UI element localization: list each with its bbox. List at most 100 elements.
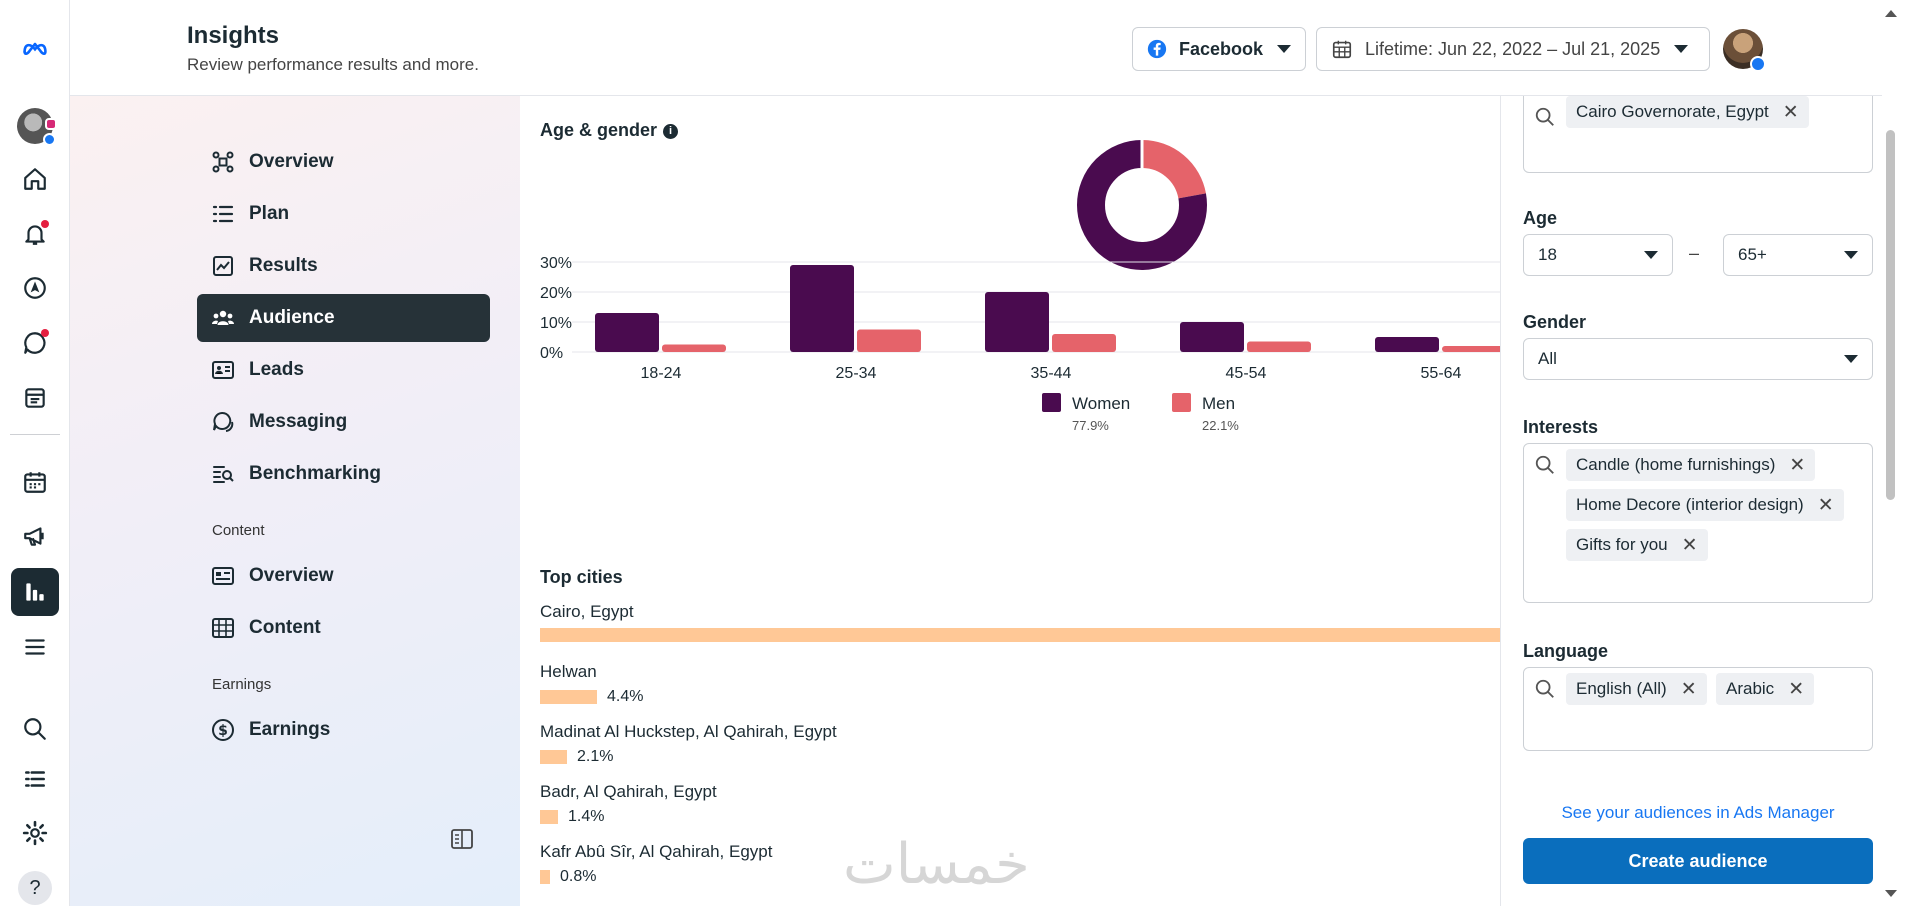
legend-share-women: 77.9% [1072,418,1109,433]
watermark: خمسات [843,832,1030,897]
chip-label: Home Decore (interior design) [1576,495,1804,514]
location-input[interactable]: Cairo Governorate, Egypt ✕ [1523,96,1873,173]
remove-chip-icon[interactable]: ✕ [1789,454,1806,476]
language-input[interactable]: English (All) ✕ Arabic ✕ [1523,667,1873,751]
nav-item-results[interactable]: Results [197,242,490,290]
x-tick-label: 35-44 [1031,365,1072,382]
calendar-icon [1332,40,1352,59]
insights-nav: Overview Plan Results Audience Leads Mes… [70,96,520,906]
legend-label-women: Women [1072,394,1130,413]
nav-item-leads[interactable]: Leads [197,346,490,394]
nav-label: Earnings [249,719,331,740]
legend-share-men: 22.1% [1202,418,1239,433]
notifications-bell-icon[interactable] [11,210,59,258]
remove-chip-icon[interactable]: ✕ [1681,534,1698,556]
instagram-badge-icon [45,118,57,130]
chevron-down-icon [1644,251,1658,259]
nav-item-overview[interactable]: Overview [197,138,490,186]
nav-item-content[interactable]: Content [197,604,490,652]
age-max-value: 65+ [1738,245,1767,264]
insights-bar-chart-icon[interactable] [11,568,59,616]
platform-selector[interactable]: Facebook [1132,27,1306,71]
planner-calendar-icon[interactable] [11,458,59,506]
all-tools-menu-icon[interactable] [11,623,59,671]
meta-logo-icon[interactable] [11,24,59,72]
city-percent: 0.8% [560,868,597,885]
notification-dot [41,220,49,228]
inbox-chat-icon[interactable] [11,319,59,367]
account-avatar[interactable] [11,102,59,150]
legend-label-men: Men [1202,394,1235,413]
interests-label: Interests [1523,417,1599,437]
page-subtitle: Review performance results and more. [187,55,479,74]
gender-select[interactable]: All [1523,338,1873,380]
bar-men-18-24 [662,344,726,352]
home-icon[interactable] [11,155,59,203]
messaging-icon [213,411,234,432]
scroll-down-arrow[interactable] [1885,890,1897,897]
bar-women-18-24 [595,313,659,352]
content-table-icon [212,618,234,638]
chevron-down-icon [1844,355,1858,363]
audience-filters-panel: Cairo Governorate, Egypt ✕ Age 18 – 65+ G… [1500,96,1882,906]
age-min-select[interactable]: 18 [1523,234,1673,276]
collapse-panel-icon[interactable] [450,827,474,851]
city-percent: 2.1% [577,748,614,765]
nav-item-content-overview[interactable]: Overview [197,552,490,600]
location-chip: Cairo Governorate, Egypt ✕ [1566,96,1809,128]
list-icon[interactable] [11,755,59,803]
facebook-icon [1147,39,1167,59]
chevron-down-icon [1674,45,1689,53]
nav-item-messaging[interactable]: Messaging [197,398,490,446]
content-library-icon[interactable] [11,374,59,422]
rail-divider [10,434,60,435]
age-max-select[interactable]: 65+ [1723,234,1873,276]
page-avatar[interactable] [1723,29,1766,72]
scroll-up-arrow[interactable] [1885,10,1897,17]
search-icon [1535,107,1554,126]
nav-label: Plan [249,203,290,224]
gender-value: All [1538,349,1557,368]
nav-item-benchmarking[interactable]: Benchmarking [197,450,490,498]
bar-women-45-54 [1180,322,1244,352]
chip-label: Candle (home furnishings) [1576,455,1776,474]
info-icon[interactable]: i [663,124,679,139]
scroll-thumb[interactable] [1886,130,1895,500]
benchmarking-icon [213,466,234,483]
interest-chip: Home Decore (interior design) ✕ [1566,489,1844,521]
page-header: Insights Review performance results and … [70,0,1882,96]
age-gender-chart: 0% 10% 20% 30% 18-24 25-34 35-44 45-54 55-64 Wome… [540,139,1500,433]
remove-chip-icon[interactable]: ✕ [1788,678,1805,700]
remove-chip-icon[interactable]: ✕ [1817,494,1834,516]
nav-item-plan[interactable]: Plan [197,190,490,238]
remove-chip-icon[interactable]: ✕ [1782,101,1799,123]
date-range-selector[interactable]: Lifetime: Jun 22, 2022 – Jul 21, 2025 [1316,27,1710,71]
ads-navigation-icon[interactable] [11,264,59,312]
y-tick-label: 30% [540,255,572,272]
bar-women-25-34 [790,265,854,352]
ads-megaphone-icon[interactable] [11,512,59,560]
page-title: Insights [187,22,280,49]
chip-label: Cairo Governorate, Egypt [1576,102,1769,121]
audience-icon [212,310,234,325]
help-icon[interactable]: ? [11,864,59,912]
settings-gear-icon[interactable] [11,809,59,857]
city-bar [540,628,1500,642]
remove-chip-icon[interactable]: ✕ [1680,678,1697,700]
city-name: Cairo, Egypt [540,602,634,621]
dollar-icon: $ [212,719,234,741]
nav-item-earnings[interactable]: $ Earnings [197,706,490,754]
page-scrollbar[interactable] [1882,0,1920,906]
create-audience-button[interactable]: Create audience [1523,838,1873,884]
bar-men-25-34 [857,329,921,352]
interests-input[interactable]: Candle (home furnishings) ✕ Home Decore (… [1523,443,1873,603]
city-bar [540,870,550,884]
age-gender-title: Age & gender [540,120,658,140]
nav-item-audience[interactable]: Audience [197,294,490,342]
city-name: Kafr Abû Sîr, Al Qahirah, Egypt [540,842,773,861]
nav-label: Messaging [249,411,348,432]
y-tick-label: 0% [540,345,563,362]
nav-label: Benchmarking [249,463,381,484]
ads-manager-link[interactable]: See your audiences in Ads Manager [1561,803,1835,822]
search-icon[interactable] [11,705,59,753]
